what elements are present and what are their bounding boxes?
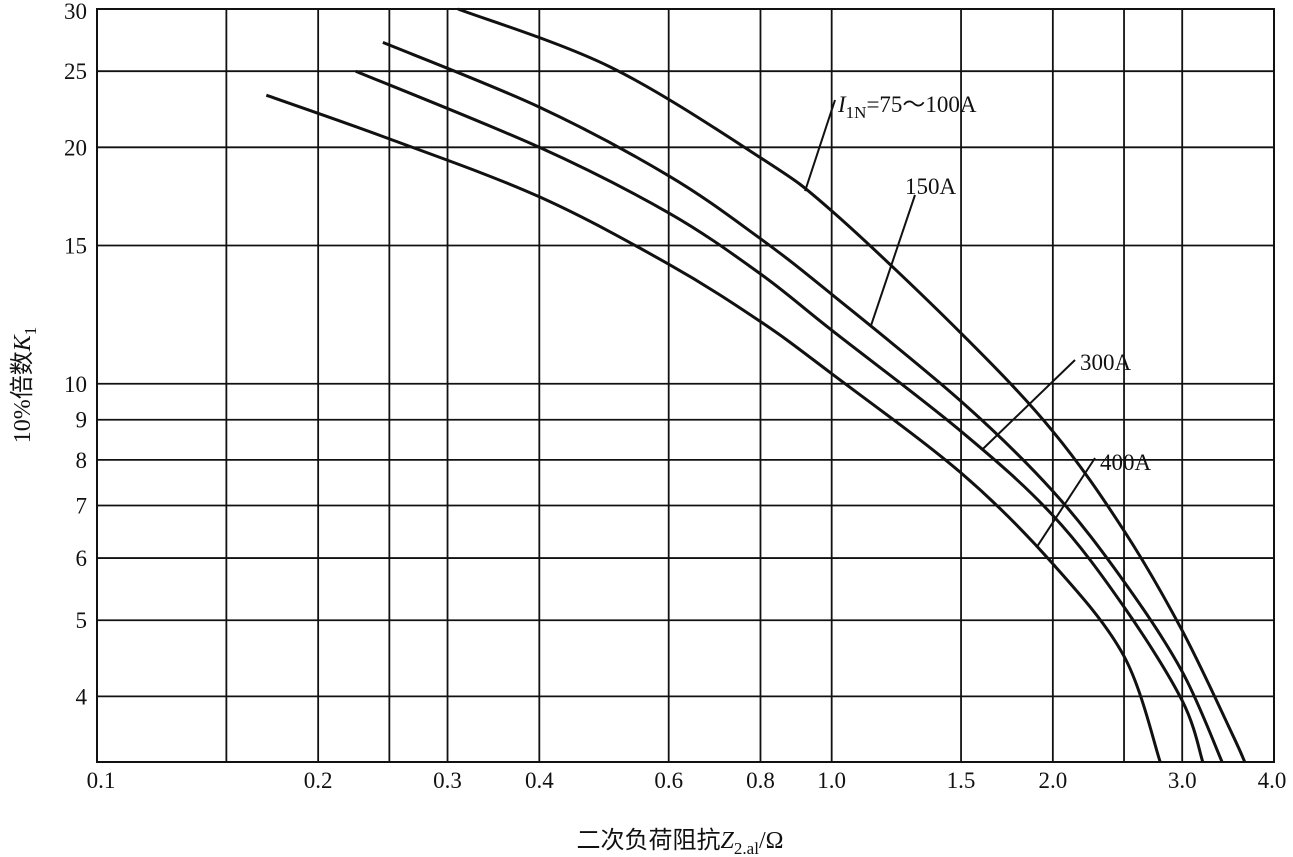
x-axis-title-suffix: /Ω (759, 828, 784, 854)
x-tick-label: 0.4 (525, 768, 554, 793)
series-label: 400A (1100, 450, 1152, 475)
y-tick-label: 30 (64, 0, 87, 24)
series-callout-line (1035, 457, 1096, 549)
x-tick-label: 1.0 (817, 768, 846, 793)
series-callout-line (804, 99, 836, 192)
y-tick-labels: 4 5 6 7 8 9 10 15 20 25 30 (64, 0, 88, 709)
series-callout-line (869, 194, 916, 327)
x-tick-label: 0.3 (433, 768, 462, 793)
series-label: 150A (905, 174, 957, 199)
y-tick-label: 10 (64, 372, 87, 397)
x-tick-label: 4.0 (1258, 768, 1287, 793)
x-tick-label: 0.2 (304, 768, 333, 793)
series-label: I1N=75～100A (837, 92, 977, 122)
y-axis-title-sub: 1 (21, 327, 40, 336)
x-tick-label: 1.5 (947, 768, 976, 793)
x-axis-title-sub: 2.al (734, 839, 759, 857)
series-curves (265, 7, 1247, 763)
series-label: 300A (1080, 350, 1132, 375)
x-tick-label: 0.1 (87, 768, 116, 793)
y-axis-title: 10%倍数K1 (9, 327, 40, 444)
y-tick-label: 5 (76, 608, 88, 633)
x-axis-title: 二次负荷阻抗Z2.al/Ω (577, 827, 784, 857)
series-curve (457, 7, 1247, 763)
series-curve (382, 41, 1224, 763)
y-tick-label: 9 (76, 408, 88, 433)
plot-frame (96, 8, 1275, 763)
series-callout-line (980, 359, 1076, 451)
series-curve (265, 93, 1162, 763)
y-tick-label: 15 (64, 233, 87, 258)
series-curve (355, 69, 1205, 763)
x-tick-label: 3.0 (1168, 768, 1197, 793)
y-tick-label: 6 (76, 546, 88, 571)
series-callouts: I1N=75～100A 150A 300A 400A (804, 92, 1152, 549)
x-tick-label: 2.0 (1038, 768, 1067, 793)
x-tick-label: 0.6 (654, 768, 683, 793)
y-tick-label: 8 (76, 448, 88, 473)
y-axis-title-prefix: 10%倍数 (9, 351, 36, 443)
y-tick-label: 7 (76, 493, 88, 518)
x-gridlines (96, 9, 1275, 762)
x-axis-title-var: Z (721, 828, 735, 854)
x-axis-title-prefix: 二次负荷阻抗 (577, 827, 721, 854)
x-tick-label: 0.8 (746, 768, 775, 793)
y-tick-label: 4 (76, 684, 88, 709)
y-axis-title-var: K (10, 333, 36, 352)
y-tick-label: 20 (64, 135, 87, 160)
y-tick-label: 25 (64, 59, 87, 84)
x-tick-labels: 0.1 0.2 0.3 0.4 0.6 0.8 1.0 1.5 2.0 3.0 4.0 (87, 768, 1287, 793)
